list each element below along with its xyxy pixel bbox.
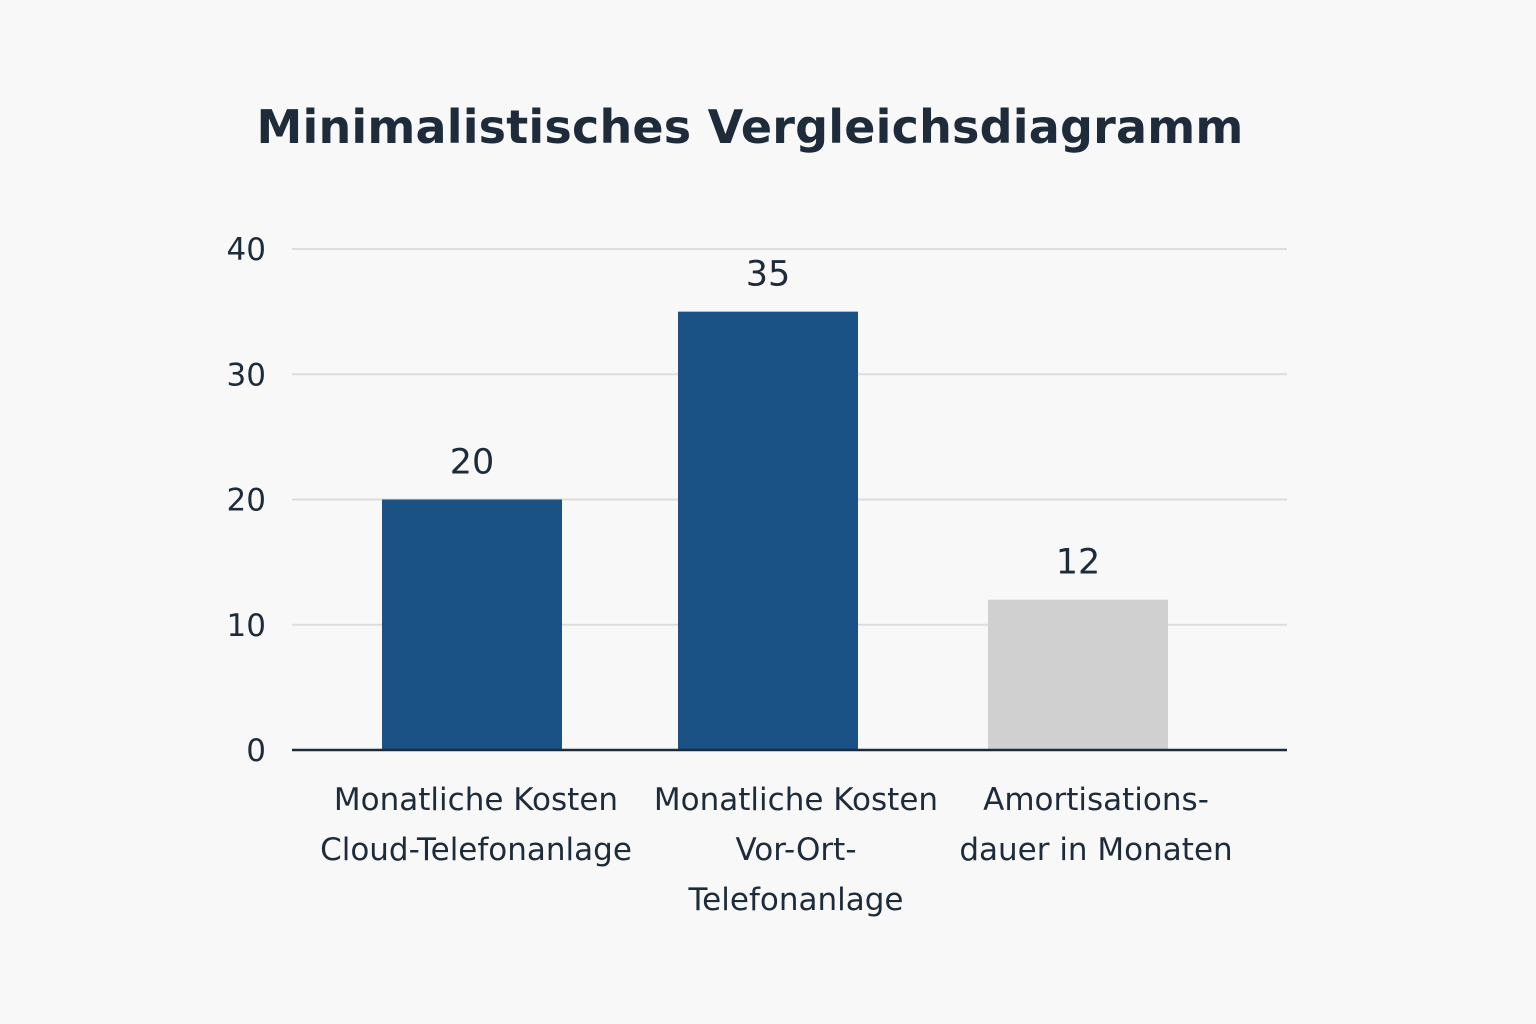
chart-title: Minimalistisches Vergleichsdiagramm <box>256 100 1244 154</box>
y-tick-label: 10 <box>227 608 266 644</box>
y-tick-label: 0 <box>246 733 266 769</box>
x-tick-label: Cloud-Telefonanlage <box>320 832 632 868</box>
data-label: 35 <box>746 255 791 295</box>
bar <box>988 599 1168 750</box>
x-tick-label: Monatliche Kosten <box>654 782 938 818</box>
data-label: 12 <box>1056 543 1101 583</box>
y-tick-label: 30 <box>227 357 266 393</box>
x-tick-label: Monatliche Kosten <box>334 782 618 818</box>
bar <box>382 499 562 750</box>
bar <box>678 311 858 750</box>
x-tick-label: dauer in Monaten <box>959 832 1232 868</box>
x-tick-label: Telefonanlage <box>688 882 904 918</box>
y-tick-labels: 0 10 20 30 40 <box>227 232 266 769</box>
x-tick-label: Vor-Ort- <box>735 832 856 868</box>
data-label: 20 <box>450 443 495 483</box>
category-labels: Monatliche Kosten Cloud-Telefonanlage Mona… <box>320 782 1233 918</box>
y-tick-label: 20 <box>227 483 266 519</box>
x-tick-label: Amortisations- <box>983 782 1209 818</box>
bars <box>382 311 1168 750</box>
value-labels: 20 35 12 <box>442 247 1109 591</box>
y-tick-label: 40 <box>227 232 266 268</box>
